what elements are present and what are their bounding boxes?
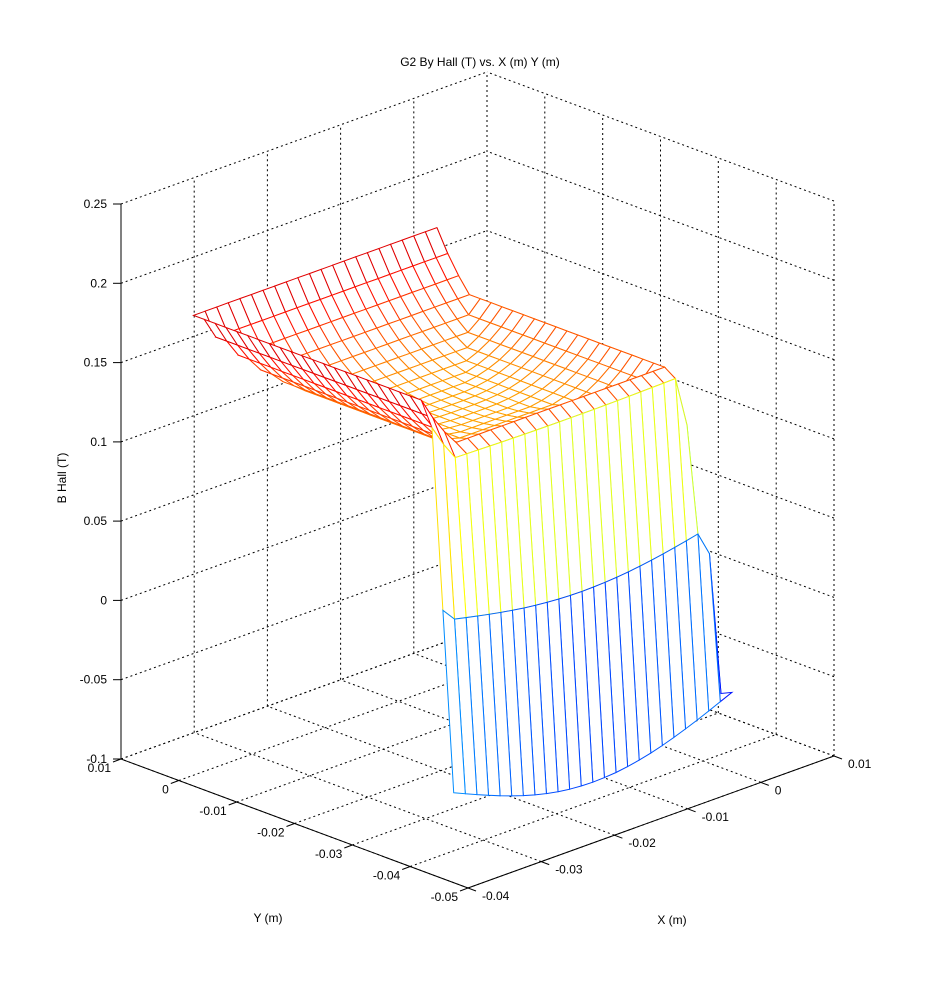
x-tick-label: -0.04 [482, 889, 510, 903]
y-tick-label: -0.05 [431, 890, 459, 904]
x-tick-mark [687, 808, 696, 813]
z-tick-label: 0 [100, 593, 107, 607]
y-tick-label: -0.04 [373, 869, 401, 883]
grid-line [120, 71, 488, 205]
z-tick-label: 0.2 [90, 276, 107, 290]
x-tick-mark [833, 755, 843, 760]
y-tick-label: 0 [162, 783, 169, 797]
x-tick-mark [760, 781, 769, 786]
grid-line [120, 467, 488, 601]
surface-mesh [192, 226, 734, 797]
z-tick-label: 0.15 [84, 356, 108, 370]
x-tick-label: 0 [775, 783, 782, 797]
y-tick-label: -0.02 [257, 826, 285, 840]
tick-labels: -0.04 -0.03 -0.02 -0.01 0 0.01 -0.05 -0.04 -0.03… [80, 197, 872, 904]
x-tick-label: -0.01 [702, 810, 730, 824]
x-tick-label: 0.01 [848, 757, 872, 771]
y-tick-label: -0.01 [199, 804, 227, 818]
y-tick-mark [170, 780, 179, 784]
y-tick-mark [459, 887, 469, 892]
grid-line [120, 626, 488, 760]
z-axis-label: B Hall (T) [55, 453, 69, 504]
y-tick-label: 0.01 [88, 761, 112, 775]
x-tick-mark [541, 861, 550, 866]
x-tick-mark [467, 887, 477, 892]
y-axis-label: Y (m) [253, 911, 282, 925]
x-tick-label: -0.03 [555, 863, 583, 877]
y-tick-mark [344, 844, 353, 849]
z-tick-label: 0.25 [84, 197, 108, 211]
surface-cell [442, 609, 466, 795]
x-axis-line [467, 755, 835, 889]
x-tick-mark [614, 834, 623, 839]
z-tick-label: 0.05 [84, 514, 108, 528]
x-tick-label: -0.02 [628, 836, 656, 850]
z-tick-label: -0.1 [86, 752, 107, 766]
grid-line [486, 71, 835, 202]
chart-title: G2 By Hall (T) vs. X (m) Y (m) [400, 55, 560, 69]
x-axis-label: X (m) [657, 913, 686, 927]
y-tick-mark [286, 823, 295, 827]
grid-line [194, 732, 542, 863]
z-tick-label: 0.1 [90, 435, 107, 449]
y-tick-label: -0.03 [315, 847, 343, 861]
y-tick-mark [228, 801, 237, 806]
z-tick-label: -0.05 [80, 673, 108, 687]
y-tick-mark [402, 866, 411, 870]
